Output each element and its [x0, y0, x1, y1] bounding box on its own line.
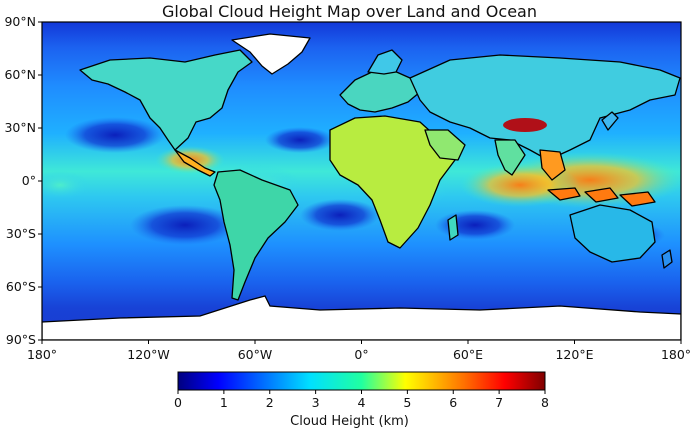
lon-tick-label: 120°E: [555, 347, 593, 362]
new-zealand: [661, 249, 673, 269]
colorbar-tick-label: 7: [495, 395, 503, 410]
lat-tick-label: 30°S: [6, 226, 36, 241]
central-america: [174, 149, 216, 177]
japan: [601, 111, 619, 131]
cloud-height-field: [42, 22, 681, 340]
colorbar-ticks: 0 1 2 3 4 5 6 7 8: [174, 390, 549, 410]
se-atlantic-low-cloud: [300, 199, 380, 231]
colorbar-tick-label: 8: [541, 395, 549, 410]
india: [494, 139, 526, 176]
greenland: [231, 33, 311, 75]
colorbar-label: Cloud Height (km): [290, 414, 409, 429]
colorbar-tick-label: 6: [449, 395, 457, 410]
colorbar-tick-label: 2: [266, 395, 274, 410]
lat-tick-label: 30°N: [4, 120, 36, 135]
lon-tick-label: 180°: [661, 347, 691, 362]
colorbar: 0 1 2 3 4 5 6 7 8: [174, 371, 549, 410]
lon-tick-label: 60°W: [238, 347, 273, 362]
lon-tick-label: 120°W: [127, 347, 169, 362]
south-america: [213, 169, 299, 301]
lat-tick-label: 60°S: [6, 279, 36, 294]
colorbar-gradient: [177, 371, 546, 391]
longitude-axis: 180° 120°W 60°W 0° 60°E 120°E 180°: [27, 340, 691, 362]
africa: [329, 115, 456, 249]
continents: [79, 33, 681, 301]
lon-tick-label: 0°: [354, 347, 368, 362]
north-america: [79, 49, 253, 151]
lon-tick-label: 60°E: [453, 347, 483, 362]
colorbar-tick-label: 3: [312, 395, 320, 410]
arabian-peninsula: [424, 129, 466, 161]
lat-tick-label: 0°: [22, 173, 36, 188]
tibet-high-cloud: [503, 118, 547, 132]
latitude-axis: 90°N 60°N 30°N 0° 30°S 60°S 90°S: [4, 14, 42, 347]
indochina: [539, 149, 566, 181]
colorbar-tick-label: 1: [220, 395, 228, 410]
indonesia-1: [547, 187, 581, 201]
scandinavia: [367, 49, 403, 75]
colorbar-tick-label: 0: [174, 395, 182, 410]
lat-tick-label: 90°N: [4, 14, 36, 29]
madagascar: [447, 214, 459, 241]
colorbar-tick-label: 5: [403, 395, 411, 410]
lat-tick-label: 60°N: [4, 67, 36, 82]
se-pacific-low-cloud: [130, 205, 240, 245]
lat-tick-label: 90°S: [6, 332, 36, 347]
map-title: Global Cloud Height Map over Land and Oc…: [162, 2, 537, 21]
ne-pacific-low-cloud: [65, 117, 165, 153]
new-guinea: [619, 191, 656, 207]
europe: [339, 69, 421, 113]
antarctica: [42, 295, 681, 340]
australia: [569, 204, 656, 263]
colorbar-tick-label: 4: [358, 395, 366, 410]
asia: [409, 54, 681, 161]
lon-tick-label: 180°: [27, 347, 57, 362]
indonesia-2: [584, 187, 619, 203]
